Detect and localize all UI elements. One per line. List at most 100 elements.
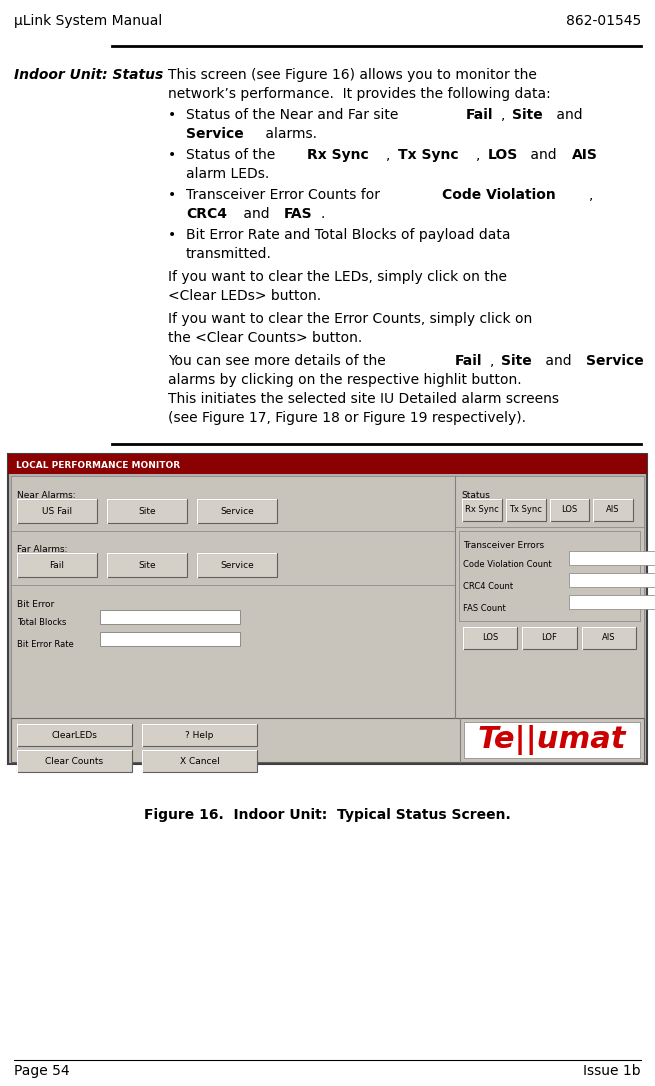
Text: alarms.: alarms. xyxy=(261,127,316,141)
Text: If you want to clear the Error Counts, simply click on: If you want to clear the Error Counts, s… xyxy=(168,312,533,326)
Text: Service: Service xyxy=(186,127,244,141)
Bar xyxy=(550,498,590,521)
Text: X Cancel: X Cancel xyxy=(179,757,219,766)
Text: ,: , xyxy=(589,188,593,202)
Text: .: . xyxy=(321,207,326,220)
Bar xyxy=(582,627,636,649)
Text: Bit Error Rate: Bit Error Rate xyxy=(17,640,74,649)
Text: Tx Sync: Tx Sync xyxy=(509,505,542,515)
Text: Near Alarms:: Near Alarms: xyxy=(17,491,75,500)
Bar xyxy=(17,724,132,746)
Text: AIS: AIS xyxy=(571,148,597,162)
Text: Tx Sync: Tx Sync xyxy=(398,148,458,162)
Text: Code Violation: Code Violation xyxy=(442,188,555,202)
Text: μLink System Manual: μLink System Manual xyxy=(14,14,162,28)
Text: and: and xyxy=(527,148,561,162)
Text: (see Figure 17, Figure 18 or Figure 19 respectively).: (see Figure 17, Figure 18 or Figure 19 r… xyxy=(168,411,526,425)
Text: LOCAL PERFORMANCE MONITOR: LOCAL PERFORMANCE MONITOR xyxy=(16,460,180,469)
Bar xyxy=(11,476,644,718)
Bar xyxy=(107,498,187,523)
Text: Issue 1b: Issue 1b xyxy=(584,1064,641,1078)
Bar xyxy=(17,750,132,772)
Text: Total Blocks: Total Blocks xyxy=(17,618,66,627)
Text: Far Alarms:: Far Alarms: xyxy=(17,545,67,554)
Text: LOF: LOF xyxy=(542,633,557,643)
Bar xyxy=(462,498,502,521)
Bar xyxy=(593,498,633,521)
Text: Service: Service xyxy=(220,560,254,569)
Bar xyxy=(459,531,640,621)
Text: ,: , xyxy=(386,148,395,162)
Text: Transceiver Errors: Transceiver Errors xyxy=(463,541,544,550)
Text: Site: Site xyxy=(138,560,156,569)
Text: alarm LEDs.: alarm LEDs. xyxy=(186,167,269,181)
Text: Te||umat: Te||umat xyxy=(477,725,626,755)
Bar xyxy=(142,750,257,772)
Text: Rx Sync: Rx Sync xyxy=(465,505,498,515)
Text: •: • xyxy=(168,188,176,202)
Bar xyxy=(569,595,655,609)
Text: <Clear LEDs> button.: <Clear LEDs> button. xyxy=(168,289,321,303)
Bar xyxy=(569,551,655,565)
Text: CRC4 Count: CRC4 Count xyxy=(463,582,513,591)
Text: Site: Site xyxy=(138,506,156,516)
Bar xyxy=(8,454,647,763)
Text: ,: , xyxy=(490,354,499,368)
Text: FAS: FAS xyxy=(284,207,312,220)
Text: Bit Error: Bit Error xyxy=(17,599,54,609)
Text: •: • xyxy=(168,108,176,122)
Text: LOS: LOS xyxy=(561,505,578,515)
Text: transmitted.: transmitted. xyxy=(186,247,272,261)
Text: Site: Site xyxy=(501,354,532,368)
Text: FAS Count: FAS Count xyxy=(463,604,506,613)
Text: Status of the Near and Far site: Status of the Near and Far site xyxy=(186,108,403,122)
Text: Clear Counts: Clear Counts xyxy=(45,757,103,766)
Text: 862-01545: 862-01545 xyxy=(566,14,641,28)
Text: •: • xyxy=(168,148,176,162)
Text: and: and xyxy=(541,354,576,368)
Text: LOS: LOS xyxy=(487,148,517,162)
Text: and: and xyxy=(239,207,274,220)
Text: Fail: Fail xyxy=(50,560,64,569)
Text: Page 54: Page 54 xyxy=(14,1064,69,1078)
Text: You can see more details of the: You can see more details of the xyxy=(168,354,390,368)
Bar xyxy=(100,610,240,624)
Bar xyxy=(142,724,257,746)
Bar xyxy=(197,553,277,577)
Text: ,: , xyxy=(476,148,485,162)
Text: Rx Sync: Rx Sync xyxy=(307,148,369,162)
Text: Service: Service xyxy=(220,506,254,516)
Text: and: and xyxy=(552,108,583,122)
Text: Fail: Fail xyxy=(466,108,493,122)
Text: Status of the: Status of the xyxy=(186,148,280,162)
Text: ,: , xyxy=(501,108,510,122)
Text: AIS: AIS xyxy=(607,505,620,515)
Text: network’s performance.  It provides the following data:: network’s performance. It provides the f… xyxy=(168,87,551,101)
Bar xyxy=(522,627,576,649)
Text: AIS: AIS xyxy=(602,633,616,643)
Text: If you want to clear the LEDs, simply click on the: If you want to clear the LEDs, simply cl… xyxy=(168,270,507,285)
Bar xyxy=(506,498,546,521)
Bar xyxy=(197,498,277,523)
Text: Service: Service xyxy=(586,354,644,368)
Text: the <Clear Counts> button.: the <Clear Counts> button. xyxy=(168,331,362,345)
Bar xyxy=(8,454,647,473)
Text: This initiates the selected site IU Detailed alarm screens: This initiates the selected site IU Deta… xyxy=(168,392,559,406)
Text: Site: Site xyxy=(512,108,543,122)
Bar xyxy=(11,718,644,762)
Bar xyxy=(17,498,97,523)
Bar xyxy=(107,553,187,577)
Bar xyxy=(464,722,640,758)
Bar xyxy=(100,632,240,646)
Text: US Fail: US Fail xyxy=(42,506,72,516)
Text: Bit Error Rate and Total Blocks of payload data: Bit Error Rate and Total Blocks of paylo… xyxy=(186,228,510,242)
Text: Transceiver Error Counts for: Transceiver Error Counts for xyxy=(186,188,384,202)
Text: LOS: LOS xyxy=(482,633,498,643)
Text: •: • xyxy=(168,228,176,242)
Text: ? Help: ? Help xyxy=(185,731,214,740)
Text: Figure 16.  Indoor Unit:  Typical Status Screen.: Figure 16. Indoor Unit: Typical Status S… xyxy=(144,808,511,822)
Text: CRC4: CRC4 xyxy=(186,207,227,220)
Text: alarms by clicking on the respective highlit button.: alarms by clicking on the respective hig… xyxy=(168,372,521,387)
Bar xyxy=(463,627,517,649)
Text: Code Violation Count: Code Violation Count xyxy=(463,560,552,569)
